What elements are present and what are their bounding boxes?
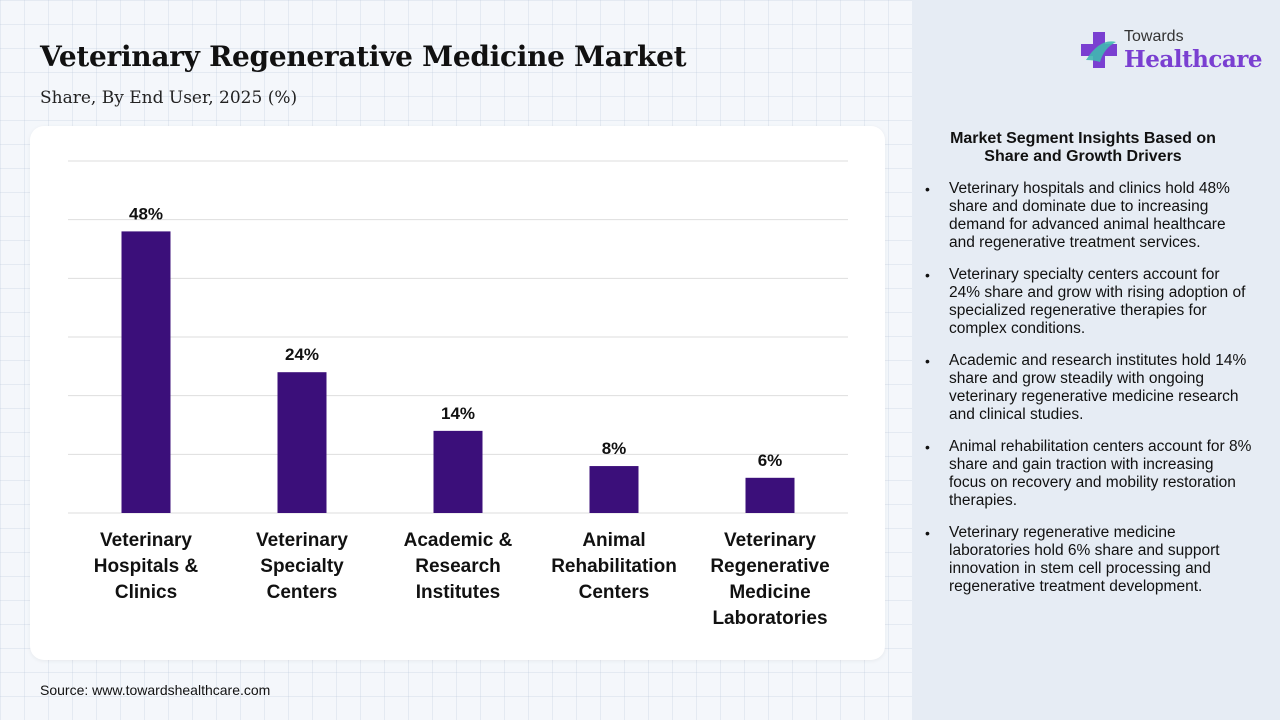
insight-item: • Academic and research institutes hold 1… — [922, 352, 1252, 424]
category-label: Specialty — [260, 556, 344, 577]
insight-text: Veterinary regenerative medicine laborat… — [949, 524, 1220, 595]
bar — [277, 372, 327, 513]
insight-text: Veterinary hospitals and clinics hold 48… — [949, 180, 1230, 251]
bullet-icon: • — [925, 353, 930, 369]
bullet-icon: • — [925, 267, 930, 283]
data-label: 8% — [602, 439, 627, 458]
category-label: Research — [415, 556, 501, 577]
insight-item: • Veterinary regenerative medicine labora… — [922, 524, 1252, 596]
category-label: Veterinary — [256, 530, 348, 551]
data-label: 14% — [441, 404, 475, 423]
category-label: Academic & — [404, 530, 513, 551]
category-label: Medicine — [729, 582, 810, 603]
brand-logo[interactable]: Towards Healthcare — [1080, 28, 1263, 78]
category-label: Regenerative — [710, 556, 829, 577]
source-note: Source: www.towardshealthcare.com — [40, 682, 271, 698]
bullet-icon: • — [925, 181, 930, 197]
logo-text-small: Towards — [1124, 28, 1184, 45]
insight-item: • Animal rehabilitation centers account f… — [922, 438, 1252, 510]
page-subtitle: Share, By End User, 2025 (%) — [40, 88, 298, 108]
insight-item: • Veterinary hospitals and clinics hold 4… — [922, 180, 1252, 252]
category-label: Hospitals & — [94, 556, 199, 577]
insights-list: • Veterinary hospitals and clinics hold 4… — [922, 180, 1252, 610]
chart-card: 48% Veterinary Hospitals & Clinics 24% Veteri… — [30, 126, 885, 660]
category-label: Rehabilitation — [551, 556, 677, 577]
data-label: 48% — [129, 204, 163, 223]
insight-text: Academic and research institutes hold 14… — [949, 352, 1247, 423]
bar-chart: 48% Veterinary Hospitals & Clinics 24% Veteri… — [68, 160, 848, 629]
data-label: 6% — [758, 451, 783, 470]
bar — [433, 430, 483, 513]
bullet-icon: • — [925, 525, 930, 541]
category-label: Clinics — [115, 582, 177, 603]
medical-cross-icon — [1081, 32, 1117, 68]
insights-panel — [912, 0, 1280, 720]
bar — [121, 231, 171, 513]
category-label: Centers — [579, 582, 650, 603]
insights-title: Market Segment Insights Based on Share a… — [950, 130, 1216, 165]
category-label: Animal — [582, 530, 645, 551]
category-label: Veterinary — [724, 530, 816, 551]
logo-text-big: Healthcare — [1124, 46, 1263, 73]
category-label: Laboratories — [712, 608, 827, 629]
insight-text: Animal rehabilitation centers account fo… — [949, 438, 1252, 509]
insight-item: • Veterinary specialty centers account fo… — [922, 266, 1252, 338]
data-label: 24% — [285, 345, 319, 364]
bar — [589, 466, 639, 513]
bullet-icon: • — [925, 439, 930, 455]
insight-text: Veterinary specialty centers account for… — [949, 266, 1246, 337]
category-label: Institutes — [416, 582, 500, 603]
category-label: Veterinary — [100, 530, 192, 551]
page-title: Veterinary Regenerative Medicine Market — [40, 40, 687, 73]
category-label: Centers — [267, 582, 338, 603]
bar — [745, 477, 795, 513]
